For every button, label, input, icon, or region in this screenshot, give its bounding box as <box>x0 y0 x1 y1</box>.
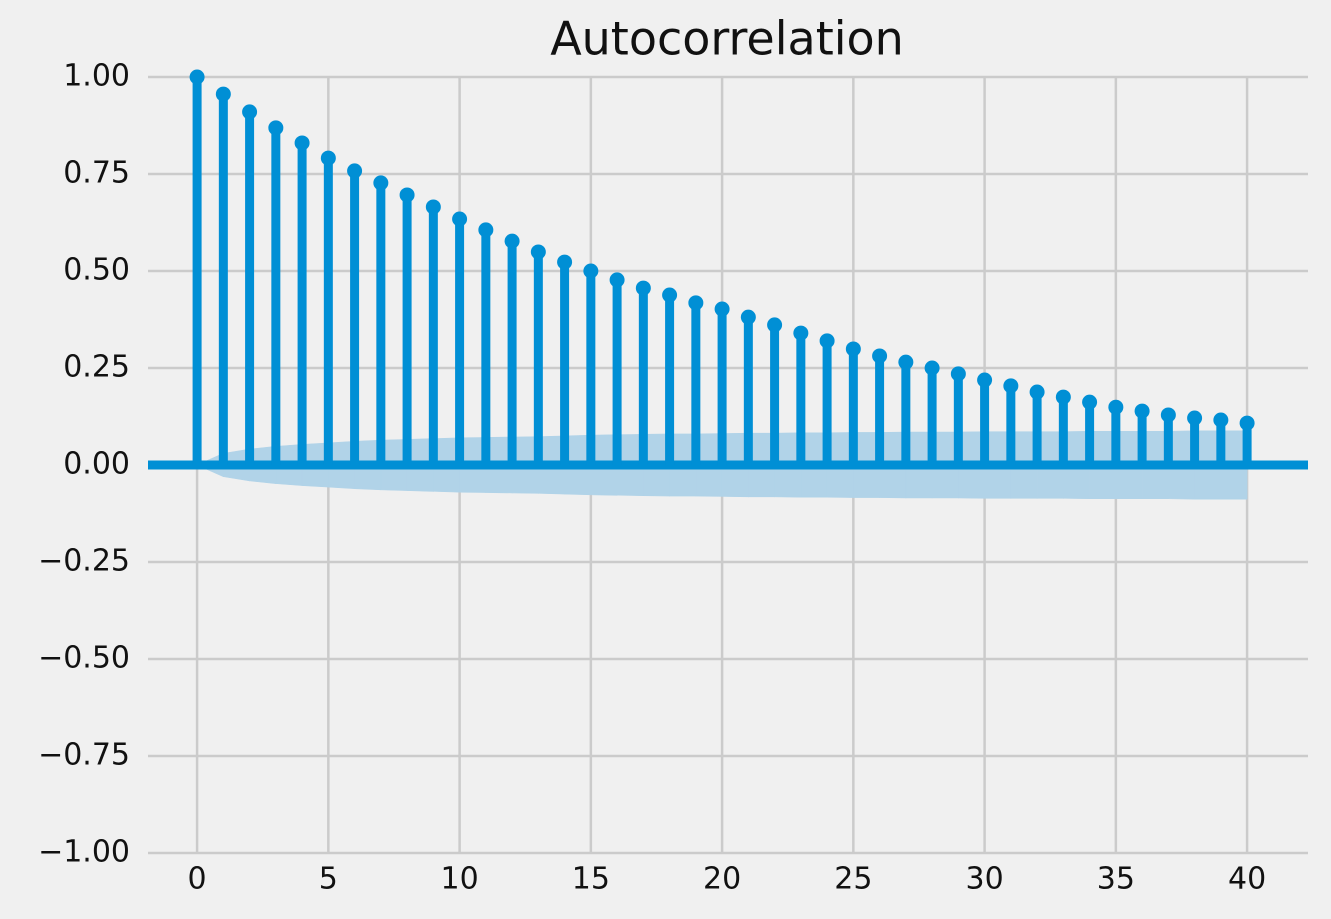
y-tick-label: 0.25 <box>63 350 130 385</box>
stem-marker <box>635 280 651 296</box>
stem-marker <box>557 254 573 270</box>
stem-marker <box>320 150 336 166</box>
stem-marker <box>189 69 205 85</box>
stem-marker <box>504 233 520 249</box>
stem-marker <box>872 348 888 364</box>
x-tick-label: 5 <box>319 862 338 897</box>
stem-marker <box>1082 394 1098 410</box>
stem-marker <box>1055 389 1071 405</box>
stem-marker <box>583 263 599 279</box>
y-tick-label: 1.00 <box>63 59 130 94</box>
stem-marker <box>767 317 783 333</box>
x-tick-label: 40 <box>1228 862 1266 897</box>
stem-marker <box>714 301 730 317</box>
stem-marker <box>1029 384 1045 400</box>
stem-marker <box>452 211 468 227</box>
y-tick-label: 0.00 <box>63 447 130 482</box>
stem-marker <box>819 333 835 349</box>
x-tick-label: 15 <box>572 862 610 897</box>
stem-marker <box>1160 407 1176 423</box>
y-tick-label: 0.50 <box>63 253 130 288</box>
stem-marker <box>1187 410 1203 426</box>
stem-marker <box>1239 415 1255 431</box>
x-tick-label: 0 <box>188 862 207 897</box>
stem-marker <box>977 372 993 388</box>
stem-marker <box>1134 403 1150 419</box>
x-tick-label: 30 <box>966 862 1004 897</box>
stem-marker <box>793 325 809 341</box>
stem-marker <box>924 360 940 376</box>
stem-marker <box>609 272 625 288</box>
stem-marker <box>399 187 415 203</box>
stem-marker <box>268 120 284 136</box>
y-tick-label: −0.75 <box>38 738 130 773</box>
stem-marker <box>530 244 546 260</box>
stem-marker <box>1108 399 1124 415</box>
stem-marker <box>845 341 861 357</box>
stem-marker <box>425 199 441 215</box>
stem-marker <box>347 163 363 179</box>
stem-marker <box>662 287 678 303</box>
stem-marker <box>740 309 756 325</box>
x-tick-label: 25 <box>834 862 872 897</box>
stem-marker <box>950 366 966 382</box>
stem-marker <box>898 354 914 370</box>
stem-marker <box>1003 378 1019 394</box>
stem-marker <box>294 135 310 151</box>
chart-title: Autocorrelation <box>550 12 904 66</box>
stem-marker <box>688 295 704 311</box>
stem-marker <box>242 104 258 120</box>
y-tick-label: −0.25 <box>38 544 130 579</box>
stem-marker <box>1213 412 1229 428</box>
y-tick-label: −1.00 <box>38 835 130 870</box>
y-tick-label: 0.75 <box>63 156 130 191</box>
x-tick-label: 20 <box>703 862 741 897</box>
stem-marker <box>373 175 389 191</box>
stem-marker <box>215 86 231 102</box>
stem-marker <box>478 222 494 238</box>
x-tick-label: 10 <box>440 862 478 897</box>
y-tick-label: −0.50 <box>38 641 130 676</box>
x-tick-label: 35 <box>1097 862 1135 897</box>
